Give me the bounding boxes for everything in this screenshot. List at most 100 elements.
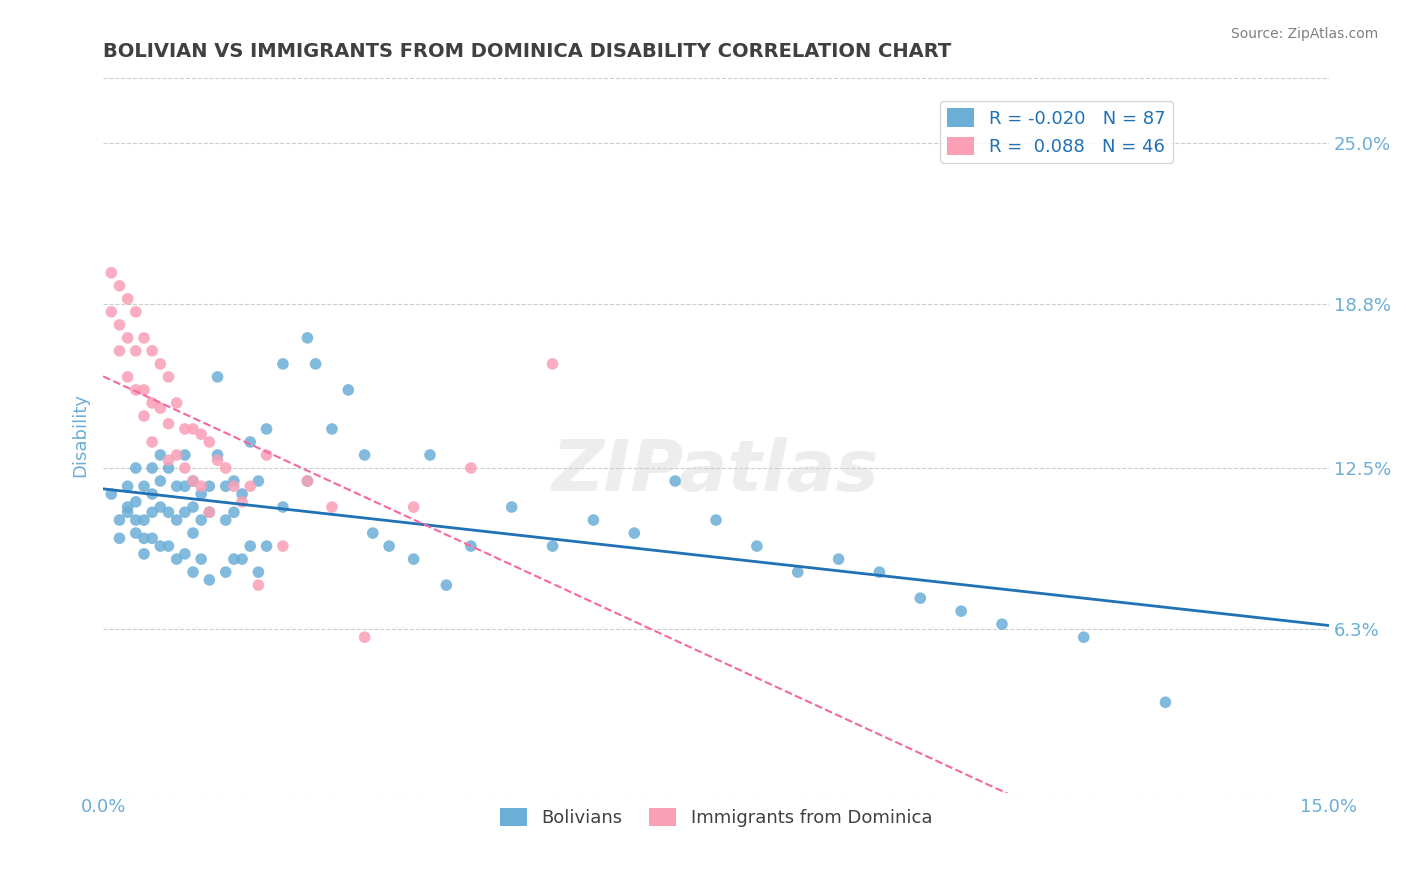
- Text: ZIPatlas: ZIPatlas: [553, 437, 880, 506]
- Point: [125, 343, 148, 358]
- Point: [1154, 695, 1177, 709]
- Point: [173, 547, 195, 561]
- Point: [141, 505, 163, 519]
- Point: [166, 513, 188, 527]
- Point: [149, 474, 172, 488]
- Point: [501, 500, 523, 514]
- Point: [157, 453, 180, 467]
- Point: [173, 505, 195, 519]
- Point: [125, 305, 148, 319]
- Point: [361, 526, 384, 541]
- Point: [256, 539, 278, 553]
- Point: [141, 461, 163, 475]
- Point: [117, 479, 139, 493]
- Point: [132, 479, 155, 493]
- Y-axis label: Disability: Disability: [72, 393, 89, 477]
- Point: [582, 513, 605, 527]
- Point: [991, 617, 1014, 632]
- Point: [181, 422, 204, 436]
- Point: [271, 357, 294, 371]
- Point: [297, 474, 319, 488]
- Point: [239, 539, 262, 553]
- Point: [271, 539, 294, 553]
- Point: [141, 487, 163, 501]
- Point: [173, 461, 195, 475]
- Point: [173, 479, 195, 493]
- Point: [157, 461, 180, 475]
- Point: [125, 513, 148, 527]
- Point: [304, 357, 326, 371]
- Point: [190, 513, 212, 527]
- Point: [190, 487, 212, 501]
- Point: [181, 500, 204, 514]
- Point: [181, 474, 204, 488]
- Point: [207, 453, 229, 467]
- Point: [222, 474, 245, 488]
- Point: [141, 343, 163, 358]
- Point: [108, 318, 131, 332]
- Point: [157, 370, 180, 384]
- Point: [173, 448, 195, 462]
- Point: [117, 505, 139, 519]
- Point: [207, 448, 229, 462]
- Point: [297, 474, 319, 488]
- Point: [337, 383, 360, 397]
- Point: [198, 505, 221, 519]
- Point: [190, 427, 212, 442]
- Point: [378, 539, 401, 553]
- Point: [117, 370, 139, 384]
- Point: [231, 487, 253, 501]
- Point: [181, 565, 204, 579]
- Point: [321, 422, 343, 436]
- Point: [166, 396, 188, 410]
- Point: [207, 370, 229, 384]
- Point: [910, 591, 932, 606]
- Point: [353, 630, 375, 644]
- Point: [950, 604, 973, 618]
- Point: [157, 417, 180, 431]
- Point: [108, 278, 131, 293]
- Point: [100, 305, 122, 319]
- Point: [108, 513, 131, 527]
- Point: [222, 479, 245, 493]
- Point: [181, 474, 204, 488]
- Point: [132, 331, 155, 345]
- Point: [231, 495, 253, 509]
- Point: [827, 552, 849, 566]
- Point: [541, 357, 564, 371]
- Point: [623, 526, 645, 541]
- Point: [419, 448, 441, 462]
- Point: [132, 383, 155, 397]
- Point: [271, 500, 294, 514]
- Point: [166, 448, 188, 462]
- Point: [181, 526, 204, 541]
- Point: [149, 448, 172, 462]
- Point: [157, 539, 180, 553]
- Point: [297, 331, 319, 345]
- Point: [125, 495, 148, 509]
- Point: [247, 578, 270, 592]
- Point: [222, 505, 245, 519]
- Point: [704, 513, 727, 527]
- Point: [239, 434, 262, 449]
- Point: [215, 479, 238, 493]
- Point: [1073, 630, 1095, 644]
- Point: [215, 461, 238, 475]
- Point: [198, 434, 221, 449]
- Point: [173, 422, 195, 436]
- Point: [100, 487, 122, 501]
- Point: [786, 565, 808, 579]
- Point: [132, 531, 155, 545]
- Point: [157, 505, 180, 519]
- Point: [256, 448, 278, 462]
- Point: [166, 552, 188, 566]
- Point: [108, 343, 131, 358]
- Text: Source: ZipAtlas.com: Source: ZipAtlas.com: [1230, 27, 1378, 41]
- Point: [402, 552, 425, 566]
- Point: [321, 500, 343, 514]
- Point: [231, 552, 253, 566]
- Point: [149, 539, 172, 553]
- Point: [745, 539, 768, 553]
- Point: [239, 479, 262, 493]
- Point: [198, 573, 221, 587]
